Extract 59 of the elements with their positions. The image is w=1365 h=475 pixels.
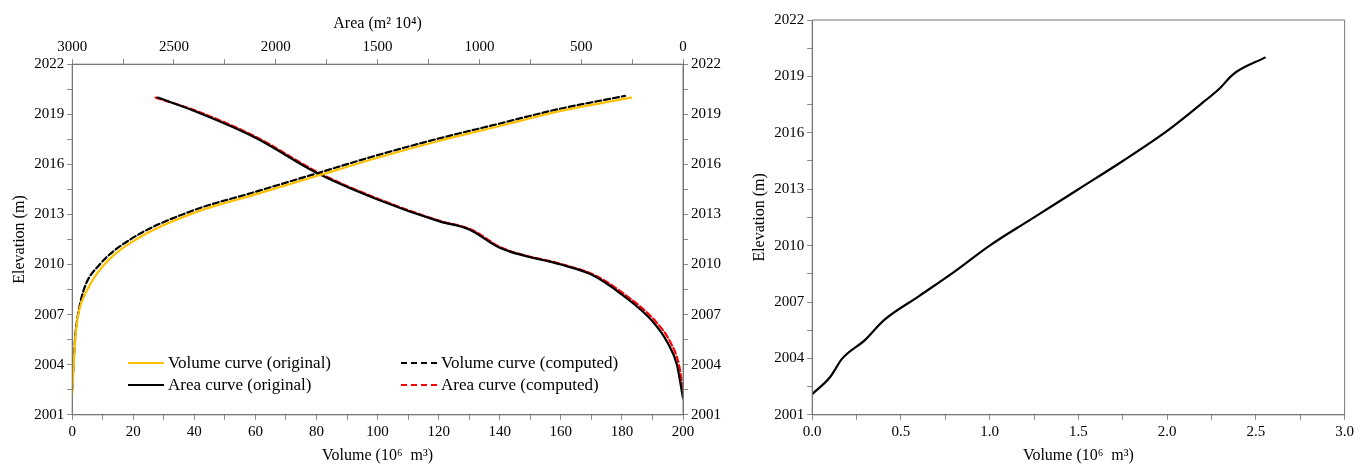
x-axis-title: Volume (10⁶ m³) xyxy=(1022,445,1134,464)
y2-tick-label: 2007 xyxy=(691,305,722,322)
y-tick-label: 2004 xyxy=(774,349,805,366)
y-axis-title: Elevation (m) xyxy=(749,173,768,262)
y-tick-label: 2007 xyxy=(34,305,65,322)
x-tick-label: 160 xyxy=(549,422,573,439)
y-tick-label: 2019 xyxy=(34,105,65,122)
legend-label: Area curve (original) xyxy=(168,375,312,395)
y-tick-label: 2001 xyxy=(34,405,65,422)
x2-axis-title: Area (m² 10⁴) xyxy=(333,13,422,32)
y2-tick-label: 2019 xyxy=(691,105,721,122)
line-series xyxy=(812,56,1266,396)
x2-tick-label: 1000 xyxy=(464,38,495,55)
y2-tick-label: 2004 xyxy=(691,355,722,372)
x-tick-label: 180 xyxy=(610,422,634,439)
y2-tick-label: 2001 xyxy=(691,405,721,422)
x2-tick-label: 2500 xyxy=(159,38,189,55)
y-tick-label: 2022 xyxy=(774,10,805,27)
x-tick-label: 200 xyxy=(671,422,695,439)
x-tick-label: 0.0 xyxy=(802,422,822,439)
legend-label: Volume curve (computed) xyxy=(441,353,619,373)
x-tick-label: 120 xyxy=(427,422,450,439)
y-tick-label: 2010 xyxy=(34,255,65,272)
y-tick-label: 2010 xyxy=(774,236,805,253)
y2-tick-label: 2013 xyxy=(691,205,721,222)
x-tick-label: 80 xyxy=(309,422,325,439)
x-tick-label: 100 xyxy=(366,422,389,439)
y-tick-label: 2013 xyxy=(774,180,805,197)
y-tick-label: 2016 xyxy=(774,123,805,140)
x-tick-label: 0 xyxy=(68,422,76,439)
x2-tick-label: 500 xyxy=(569,38,593,55)
y-tick-label: 2004 xyxy=(34,355,65,372)
y-tick-label: 2007 xyxy=(774,292,805,309)
x-tick-label: 60 xyxy=(247,422,263,439)
y-tick-label: 2013 xyxy=(34,205,65,222)
y2-tick-label: 2016 xyxy=(691,155,722,172)
x-tick-label: 40 xyxy=(186,422,202,439)
x-tick-label: 2.5 xyxy=(1246,422,1266,439)
y-tick-label: 2001 xyxy=(774,405,805,422)
y-tick-label: 2016 xyxy=(34,155,65,172)
x-tick-label: 3.0 xyxy=(1335,422,1354,439)
y2-tick-label: 2010 xyxy=(691,255,721,272)
x-tick-label: 140 xyxy=(488,422,512,439)
x2-tick-label: 2000 xyxy=(260,38,291,55)
legend-label: Volume curve (original) xyxy=(168,353,332,373)
x-tick-label: 0.5 xyxy=(891,422,911,439)
y-tick-label: 2022 xyxy=(34,55,65,72)
y-tick-label: 2019 xyxy=(774,67,805,84)
x-axis-title: Volume (10⁶ m³) xyxy=(322,445,434,464)
x-tick-label: 20 xyxy=(125,422,141,439)
y2-tick-label: 2022 xyxy=(691,55,721,72)
x2-tick-label: 0 xyxy=(679,38,687,55)
x-tick-label: 2.0 xyxy=(1157,422,1177,439)
y-axis-title: Elevation (m) xyxy=(9,195,28,284)
x2-tick-label: 3000 xyxy=(57,38,88,55)
x2-tick-label: 1500 xyxy=(362,38,393,55)
x-tick-label: 1.5 xyxy=(1069,422,1088,439)
legend-label: Area curve (computed) xyxy=(441,375,599,395)
x-tick-label: 1.0 xyxy=(980,422,1000,439)
